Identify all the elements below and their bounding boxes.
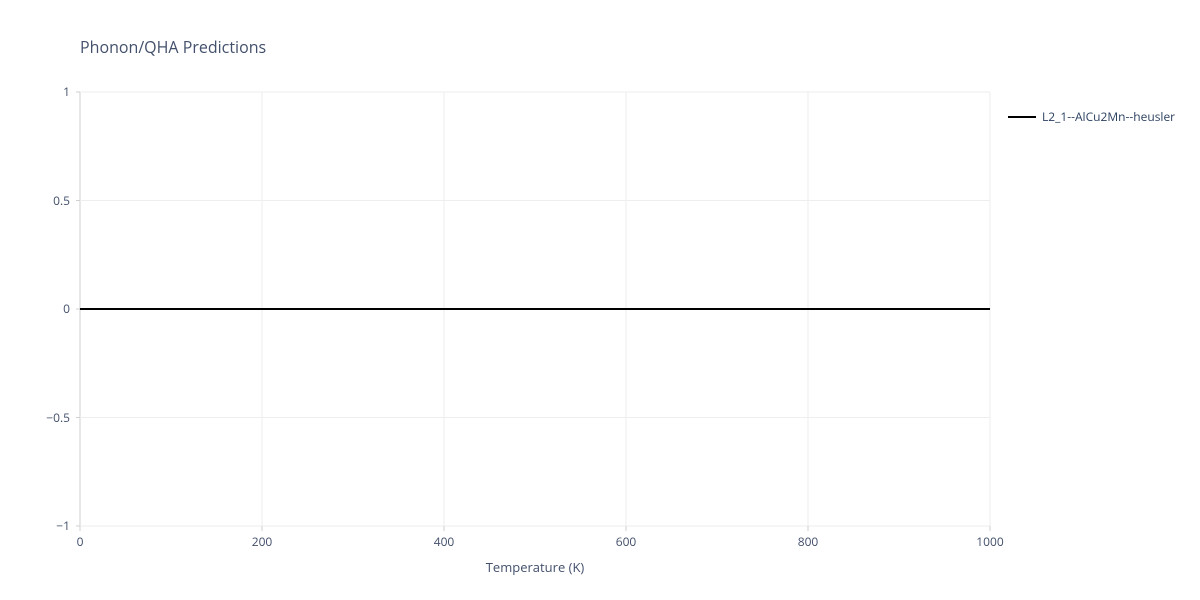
- x-tick-label: 200: [252, 536, 273, 548]
- legend-label: L2_1--AlCu2Mn--heusler: [1042, 108, 1175, 125]
- y-tick-label: −0.5: [46, 412, 70, 424]
- x-tick-label: 0: [77, 536, 84, 548]
- legend: L2_1--AlCu2Mn--heusler: [1008, 108, 1175, 125]
- chart-container: Phonon/QHA Predictions Temperature (K) Δ…: [0, 0, 1200, 600]
- chart-title: Phonon/QHA Predictions: [80, 36, 266, 58]
- x-tick-label: 600: [616, 536, 637, 548]
- plot-area[interactable]: [80, 92, 990, 526]
- legend-item[interactable]: L2_1--AlCu2Mn--heusler: [1008, 108, 1175, 125]
- x-tick-label: 400: [434, 536, 455, 548]
- y-tick-label: 1: [63, 86, 70, 98]
- x-tick-label: 800: [798, 536, 819, 548]
- y-tick-label: −1: [56, 520, 70, 532]
- legend-swatch: [1008, 116, 1036, 118]
- x-axis-label: Temperature (K): [486, 558, 585, 576]
- y-tick-label: 0: [63, 303, 70, 315]
- x-tick-label: 1000: [976, 536, 1003, 548]
- y-tick-label: 0.5: [53, 195, 70, 207]
